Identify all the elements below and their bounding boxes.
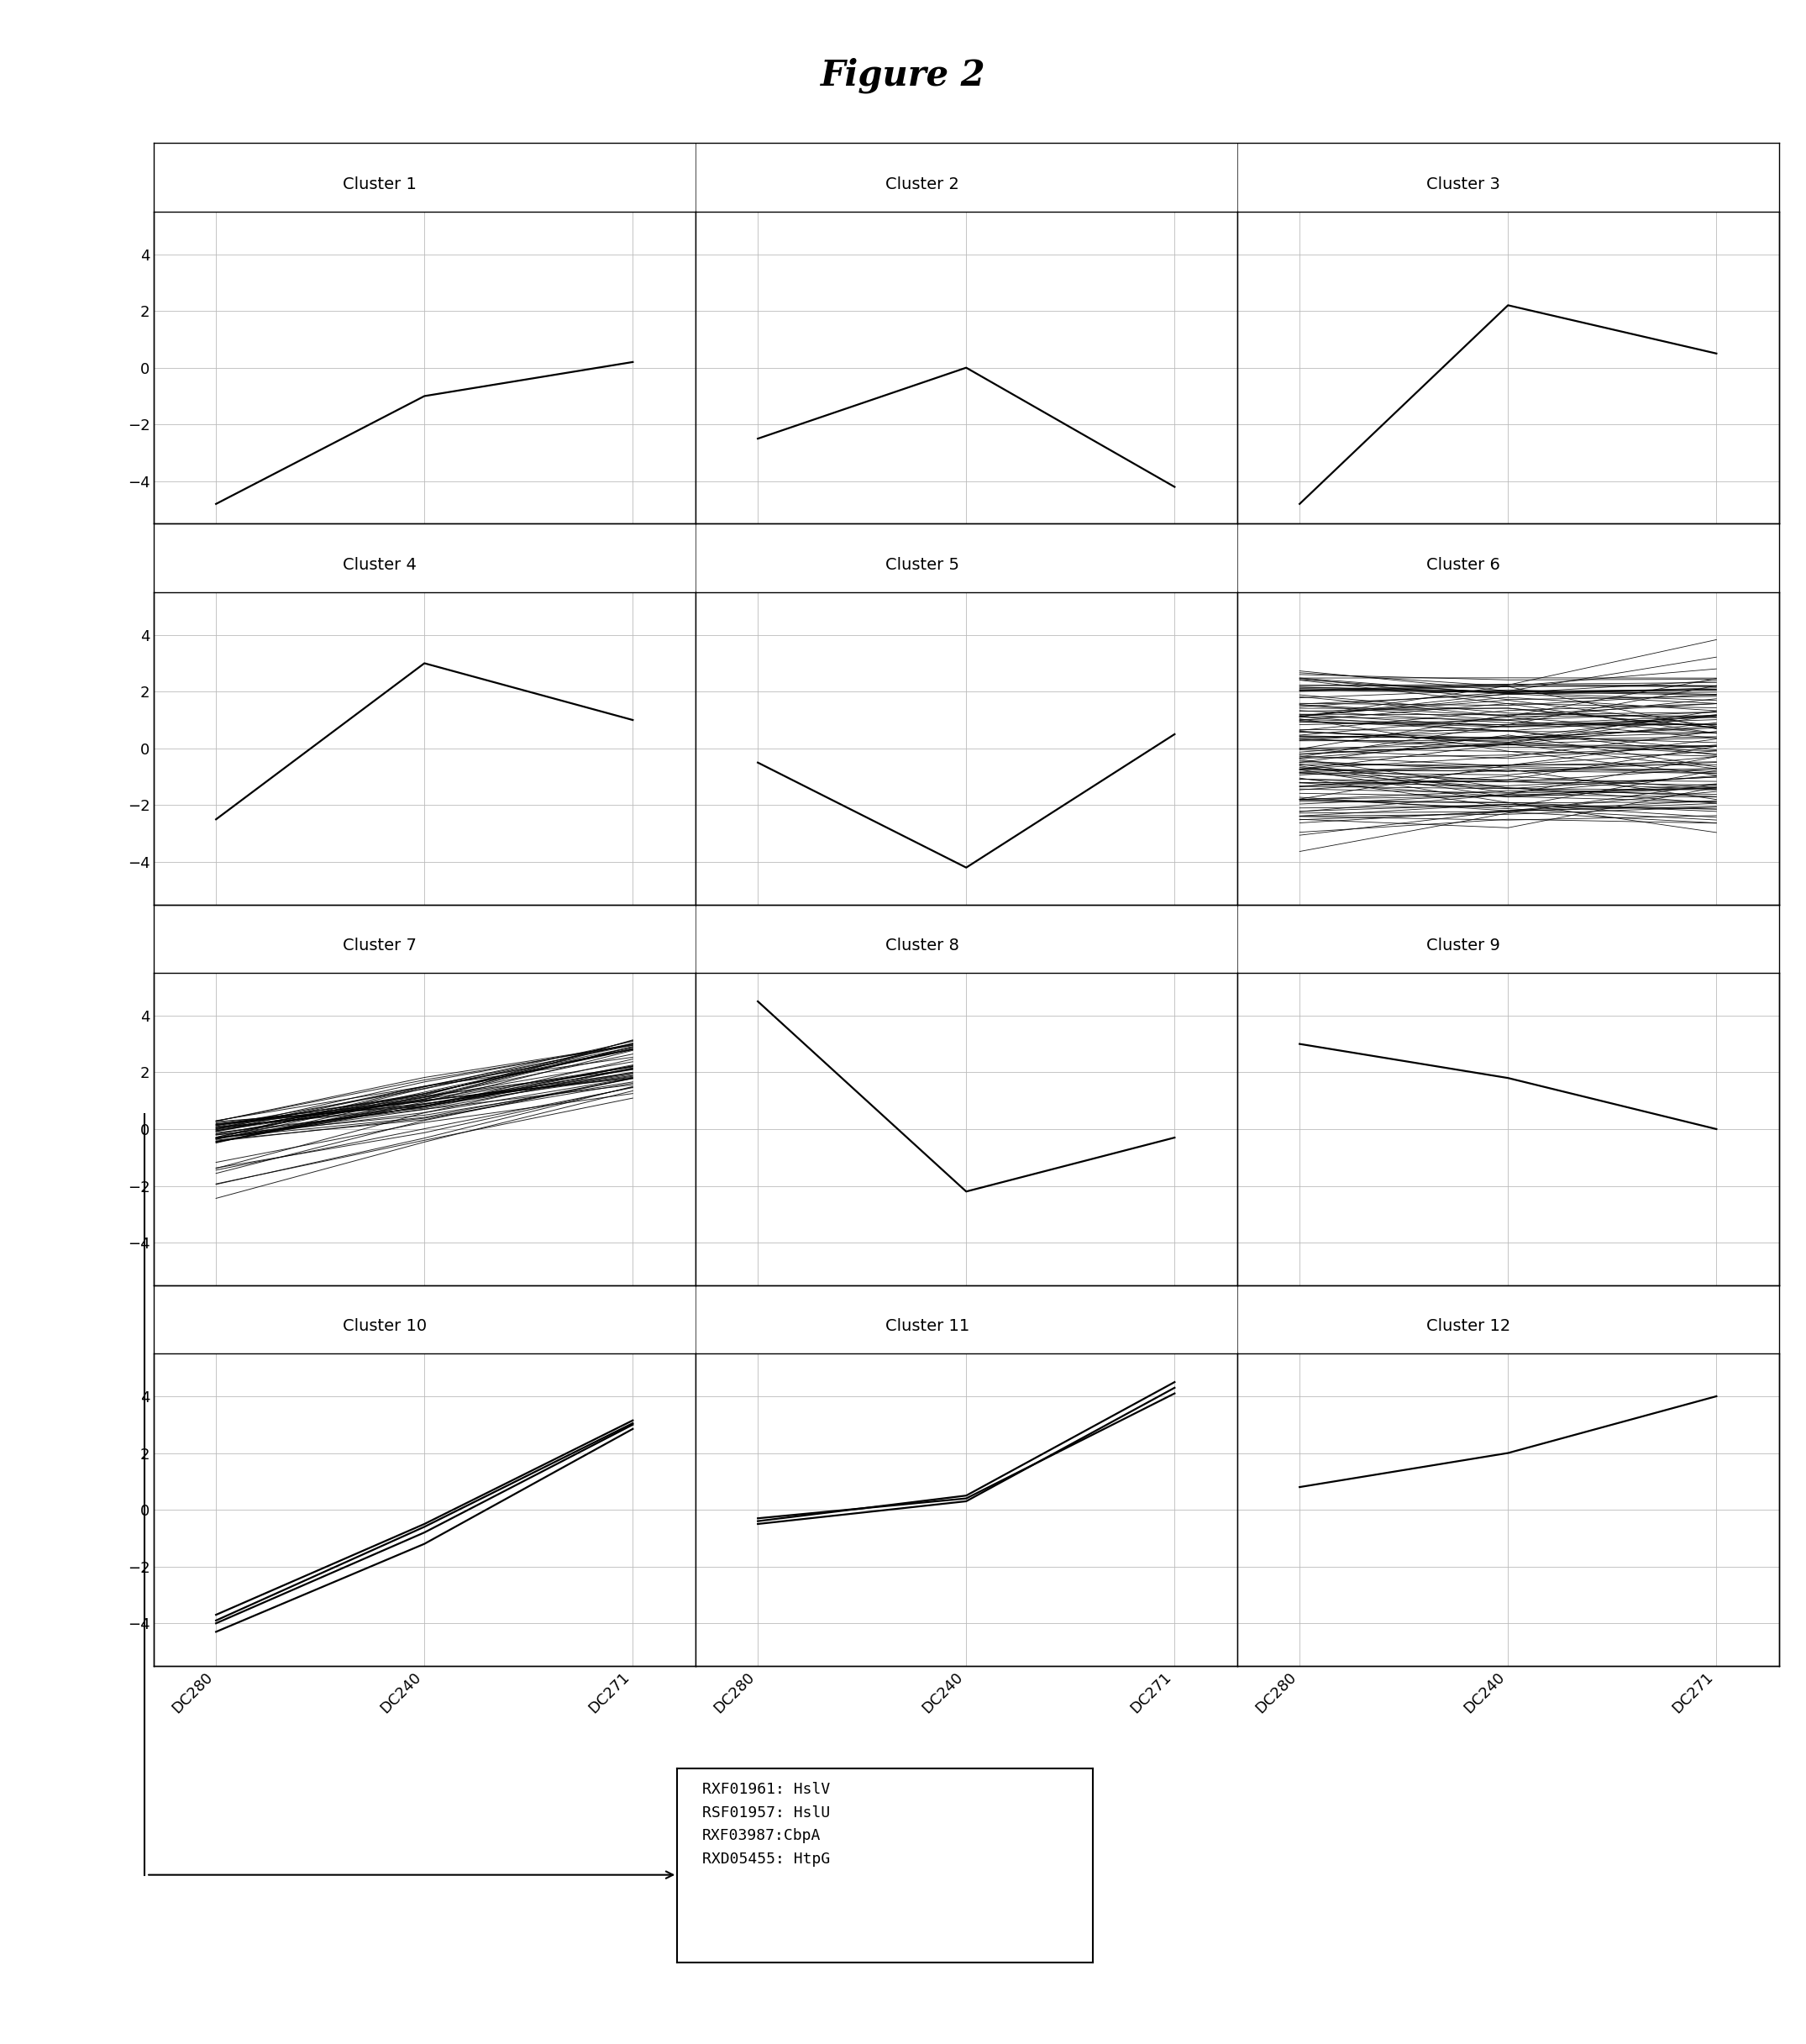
Text: Cluster 5: Cluster 5 [885, 556, 959, 572]
Text: Cluster 12: Cluster 12 [1427, 1318, 1512, 1335]
Text: Cluster 2: Cluster 2 [885, 176, 959, 192]
Text: Cluster 11: Cluster 11 [885, 1318, 970, 1335]
Text: Cluster 6: Cluster 6 [1427, 556, 1501, 572]
Text: Cluster 4: Cluster 4 [343, 556, 417, 572]
Text: Cluster 8: Cluster 8 [885, 938, 959, 955]
Text: Cluster 9: Cluster 9 [1427, 938, 1501, 955]
Text: RXF01961: HslV
RSF01957: HslU
RXF03987:CbpA
RXD05455: HtpG: RXF01961: HslV RSF01957: HslU RXF03987:C… [703, 1782, 831, 1866]
Text: Cluster 1: Cluster 1 [343, 176, 417, 192]
Text: Figure 2: Figure 2 [820, 57, 986, 92]
Text: Cluster 10: Cluster 10 [343, 1318, 428, 1335]
Text: Cluster 3: Cluster 3 [1427, 176, 1501, 192]
Text: Cluster 7: Cluster 7 [343, 938, 417, 955]
